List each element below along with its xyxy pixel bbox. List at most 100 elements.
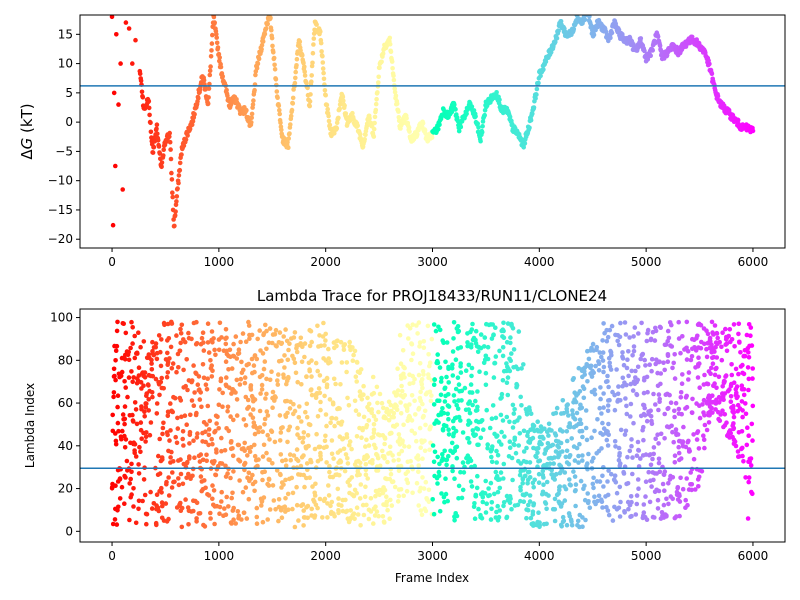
bottom-data-point	[284, 338, 290, 344]
bottom-data-point	[363, 484, 368, 490]
bottom-data-point	[305, 515, 311, 521]
bottom-data-point	[159, 515, 165, 521]
bottom-data-point	[596, 493, 602, 499]
bottom-data-point	[140, 498, 145, 504]
bottom-data-point	[179, 322, 185, 328]
top-data-point	[371, 134, 377, 139]
bottom-data-point	[511, 411, 517, 416]
top-data-point	[190, 119, 196, 124]
bottom-data-point	[410, 380, 416, 386]
bottom-data-point	[260, 454, 266, 459]
bottom-data-point	[679, 381, 685, 387]
bottom-data-point	[711, 332, 716, 337]
bottom-data-point	[244, 516, 250, 521]
bottom-data-point	[555, 443, 560, 449]
bottom-data-point	[592, 387, 597, 393]
bottom-data-point	[318, 456, 324, 462]
bottom-data-point	[645, 389, 650, 395]
bottom-data-point	[483, 353, 489, 359]
bottom-data-point	[504, 414, 510, 420]
bottom-data-point	[672, 414, 677, 420]
top-data-point	[387, 35, 393, 41]
bottom-data-point	[202, 478, 207, 483]
bottom-data-point	[460, 460, 466, 465]
bottom-data-point	[425, 323, 431, 329]
bottom-data-point	[404, 406, 410, 411]
bottom-data-point	[132, 333, 137, 339]
bottom-data-point	[649, 484, 654, 489]
bottom-data-point	[180, 481, 186, 487]
bottom-data-point	[283, 457, 289, 463]
bottom-data-point	[670, 365, 675, 371]
top-data-point	[161, 153, 166, 158]
top-data-point	[652, 40, 658, 46]
top-data-point	[340, 94, 346, 100]
bottom-data-point	[317, 444, 323, 450]
bottom-data-point	[165, 413, 171, 419]
bottom-data-point	[211, 336, 216, 341]
bottom-data-point	[453, 428, 459, 434]
bottom-data-point	[194, 500, 200, 506]
bottom-data-point	[129, 469, 134, 475]
bottom-data-point	[132, 448, 137, 453]
bottom-data-point	[480, 494, 486, 500]
bottom-data-point	[131, 419, 136, 424]
bottom-data-point	[282, 353, 287, 358]
bottom-data-point	[248, 383, 254, 388]
bottom-data-point	[118, 434, 124, 440]
bottom-data-point	[154, 356, 160, 362]
bottom-data-point	[519, 403, 524, 408]
bottom-data-point	[576, 460, 581, 465]
bottom-data-point	[229, 495, 234, 501]
bottom-data-point	[701, 433, 706, 439]
bottom-data-point	[552, 507, 558, 512]
top-data-point	[318, 29, 323, 34]
bottom-data-point	[144, 391, 149, 396]
bottom-data-point	[312, 493, 318, 498]
bottom-data-point	[354, 434, 360, 439]
bottom-data-point	[302, 354, 307, 360]
bottom-data-point	[521, 449, 527, 454]
bottom-data-point	[236, 457, 241, 463]
bottom-data-point	[497, 348, 502, 354]
bottom-data-point	[539, 441, 544, 447]
bottom-data-point	[688, 357, 694, 363]
bottom-data-point	[147, 432, 153, 438]
bottom-data-point	[117, 477, 123, 482]
bottom-data-point	[606, 512, 612, 518]
bottom-data-point	[143, 511, 149, 517]
bottom-data-point	[160, 503, 165, 509]
bottom-data-point	[495, 433, 500, 439]
bottom-data-point	[750, 366, 755, 371]
top-data-point	[254, 66, 260, 71]
bottom-data-point	[201, 340, 206, 345]
bottom-data-point	[458, 364, 463, 369]
bottom-data-point	[484, 407, 490, 413]
bottom-data-point	[465, 343, 470, 349]
bottom-data-point	[136, 498, 142, 504]
top-data-point	[210, 32, 215, 38]
top-data-point	[277, 111, 283, 117]
bottom-data-point	[444, 374, 449, 380]
bottom-data-point	[196, 453, 202, 459]
top-data-point	[159, 160, 165, 165]
bottom-data-point	[327, 463, 332, 469]
bottom-data-point	[309, 392, 315, 398]
bottom-data-point	[113, 441, 119, 447]
top-data-point	[206, 95, 211, 100]
bottom-x-axis-label: Frame Index	[395, 571, 469, 585]
bottom-data-point	[673, 400, 679, 406]
bottom-data-point	[192, 390, 197, 395]
bottom-data-point	[607, 360, 612, 366]
bottom-data-point	[617, 334, 623, 340]
bottom-data-point	[297, 404, 302, 409]
bottom-data-point	[595, 417, 600, 422]
bottom-data-point	[563, 454, 569, 460]
bottom-data-point	[633, 512, 639, 517]
bottom-data-point	[667, 320, 673, 325]
bottom-data-point	[398, 373, 404, 379]
bottom-data-point	[702, 413, 707, 418]
bottom-data-point	[332, 423, 337, 429]
bottom-data-point	[130, 379, 135, 385]
bottom-data-point	[301, 435, 306, 441]
